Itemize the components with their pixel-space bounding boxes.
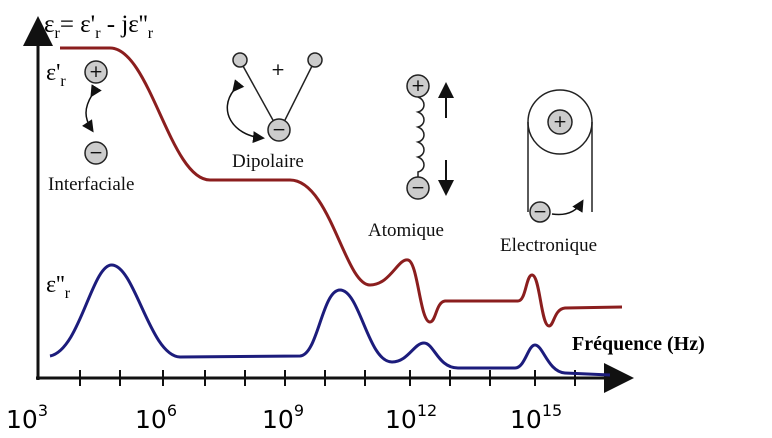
shape bbox=[226, 79, 265, 144]
text-part: 10 bbox=[510, 405, 542, 434]
text-part: r bbox=[55, 25, 61, 42]
shape bbox=[82, 84, 102, 133]
text-part: r bbox=[60, 73, 66, 90]
shape bbox=[283, 65, 313, 123]
text-part: 10 bbox=[385, 405, 417, 434]
y-axis-label: εr= ε'r - jε''r bbox=[44, 11, 154, 42]
mechanism-label: Electronique bbox=[500, 235, 597, 256]
charge: + bbox=[553, 112, 567, 132]
text-part: r bbox=[65, 285, 71, 302]
shape bbox=[84, 141, 108, 165]
real-label: ε'r bbox=[46, 60, 66, 90]
shape bbox=[232, 52, 248, 68]
charge: − bbox=[533, 202, 547, 222]
text-part: r bbox=[95, 25, 101, 42]
shape bbox=[547, 109, 573, 135]
x-tick-label: 106 bbox=[135, 401, 177, 434]
text-part: = ε' bbox=[60, 11, 95, 38]
imag-label: ε''r bbox=[46, 272, 71, 302]
charge: − bbox=[89, 143, 103, 163]
mechanism-label: Dipolaire bbox=[232, 151, 304, 172]
x-tick-label: 103 bbox=[6, 401, 48, 434]
x-tick-label: 109 bbox=[262, 401, 304, 434]
text-part: 6 bbox=[167, 401, 177, 420]
shape bbox=[415, 96, 425, 180]
shape bbox=[267, 118, 291, 142]
text-part: 10 bbox=[262, 405, 294, 434]
imag-curve bbox=[49, 263, 611, 377]
real-curve bbox=[60, 46, 623, 328]
shape bbox=[406, 176, 430, 200]
charge: + bbox=[271, 60, 285, 80]
x-tick-label: 1015 bbox=[510, 401, 562, 434]
charge: − bbox=[411, 178, 425, 198]
charge: + bbox=[89, 62, 103, 82]
shape bbox=[551, 199, 584, 216]
shape bbox=[529, 201, 551, 223]
text-part: ε bbox=[44, 11, 55, 38]
text-part: 3 bbox=[38, 401, 48, 420]
mechanism-label: Atomique bbox=[368, 220, 444, 241]
x-tick-labels: 103 106 109 1012 1015 bbox=[6, 401, 562, 434]
text-part: 15 bbox=[542, 401, 562, 420]
text-part: 10 bbox=[6, 405, 38, 434]
text-part: ε'' bbox=[46, 272, 65, 298]
text-part: 10 bbox=[135, 405, 167, 434]
shape bbox=[84, 60, 108, 84]
charge: + bbox=[411, 76, 425, 96]
text-part: ε' bbox=[46, 60, 60, 86]
shape bbox=[307, 52, 323, 68]
text-part: 12 bbox=[417, 401, 437, 420]
text-part: - jε'' bbox=[101, 11, 148, 38]
x-tick-label: 1012 bbox=[385, 401, 437, 434]
x-ticks bbox=[79, 370, 576, 386]
shape bbox=[242, 65, 275, 123]
x-axis-label: Fréquence (Hz) bbox=[572, 333, 705, 355]
charge: − bbox=[272, 120, 286, 140]
text-part: 9 bbox=[294, 401, 304, 420]
mechanism-label: Interfaciale bbox=[48, 174, 134, 195]
text-part: r bbox=[148, 25, 154, 42]
